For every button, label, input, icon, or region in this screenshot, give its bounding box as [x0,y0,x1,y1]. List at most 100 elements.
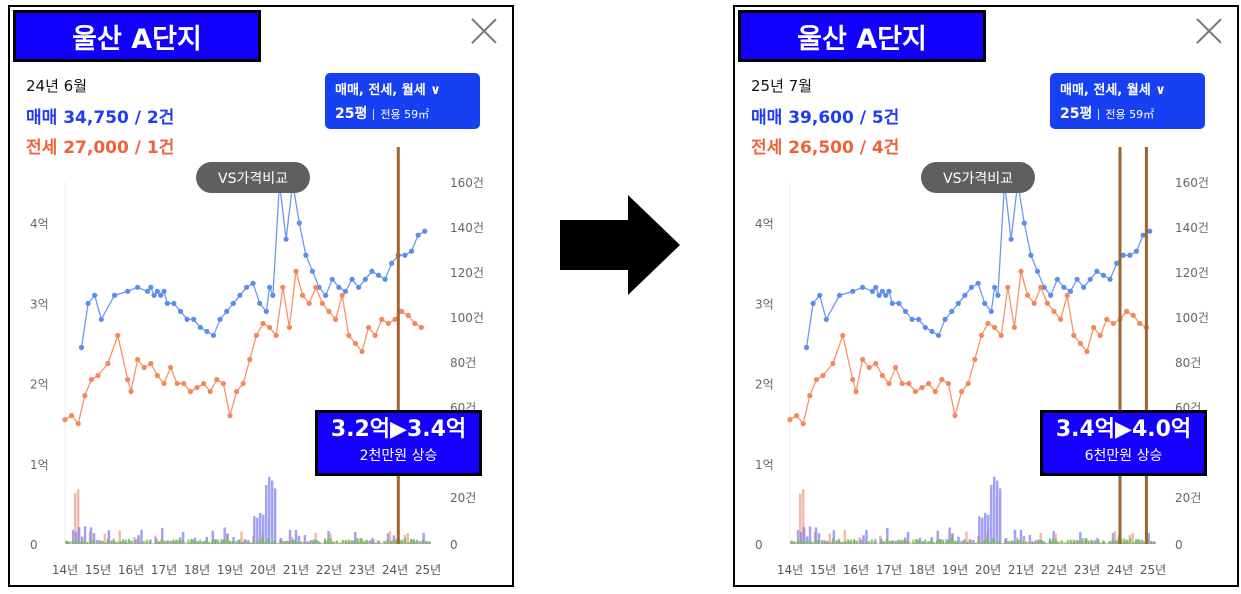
x-tick-label: 15년 [85,563,111,577]
volume-bar-rent [65,541,68,544]
volume-bar-rent [1031,543,1034,544]
x-tick-label: 16년 [843,563,869,577]
data-point [866,364,872,371]
volume-bar-rent [252,540,255,544]
data-point [339,292,345,298]
price-change-callout: 3.2억▶3.4억 2천만원 상승 [315,410,482,476]
volume-bar-sale [264,484,268,544]
volume-bar-rent [288,541,291,544]
data-point [909,316,915,323]
volume-bar-rent [270,542,273,544]
volume-bar-sale [862,535,865,544]
volume-bar-sale [297,535,301,544]
volume-bar-rent [196,541,199,544]
data-point [787,417,793,423]
data-point [1120,252,1126,258]
volume-bar-rent [359,538,362,544]
trade-type-filter: 매매, 전세, 월세 ∨ [335,83,441,98]
data-point [240,380,246,387]
data-point [313,284,319,290]
volume-bar-rent [312,541,315,544]
size-filter: 25평 [335,106,368,122]
data-point [800,421,806,427]
data-point [803,344,810,351]
volume-bar-rent [838,539,841,544]
volume-bar-rent [338,543,341,544]
data-point [267,324,273,331]
volume-bar-jeonse [965,531,968,544]
volume-bar-sale [351,540,354,544]
y-tick-label-right: 100건 [1175,311,1209,325]
volume-bar-sale [149,539,152,544]
data-point [959,388,965,395]
data-point [873,284,879,290]
volume-bar-rent [124,539,128,544]
data-point [1124,308,1130,314]
volume-bar-rent [216,539,220,544]
x-tick-label: 21년 [283,563,309,577]
trade-filter-button[interactable]: 매매, 전세, 월세 ∨ 25평 전용 59㎡ [1050,73,1205,129]
data-point [1104,316,1110,323]
data-point [405,312,411,318]
volume-bar-sale [74,531,78,544]
volume-bar-rent [71,541,74,544]
volume-bar-rent [915,539,918,544]
volume-bar-rent [840,541,844,544]
data-point [916,316,922,323]
data-point [418,324,424,331]
data-point [402,252,408,258]
volume-bar-rent [282,540,285,544]
volume-bar-rent [335,540,338,544]
volume-bar-sale [155,538,158,544]
volume-bar-rent [300,542,303,544]
volume-bar-rent [258,539,261,544]
volume-bar-rent [921,541,924,544]
volume-bar-rent [995,542,998,544]
data-point [280,284,286,290]
trade-filter-button[interactable]: 매매, 전세, 월세 ∨ 25평 전용 59㎡ [325,73,480,129]
x-tick-label: 25년 [415,563,441,577]
volume-bar-jeonse [76,489,80,544]
volume-bar-jeonse [1131,532,1135,544]
data-point [214,376,220,383]
data-point [125,288,131,294]
volume-bar-sale [223,527,226,544]
compare-price-button[interactable]: VS가격비교 [196,162,310,193]
data-point [830,360,836,367]
data-point [224,308,230,314]
data-point [243,284,250,290]
y-tick-label-left: 4억 [30,217,49,231]
volume-bar-jeonse [388,531,392,544]
volume-bar-rent [814,541,817,544]
volume-bar-jeonse [1063,542,1066,544]
compare-price-button[interactable]: VS가격비교 [921,162,1035,193]
volume-bar-jeonse [406,532,410,544]
data-point [1021,220,1027,226]
volume-bar-rent [261,538,264,544]
volume-bar-rent [1004,543,1007,544]
volume-bar-rent [962,541,965,544]
volume-bar-sale [161,527,164,544]
data-point [922,324,928,331]
volume-bar-rent [918,540,921,544]
volume-bar-sale [981,517,984,544]
volume-bar-rent [936,540,939,544]
data-point [415,232,421,238]
data-point [184,316,190,323]
data-point [992,284,998,290]
y-tick-label-right: 160건 [450,176,484,190]
volume-bar-rent [356,538,359,544]
volume-bar-rent [323,538,327,544]
volume-bar-rent [350,542,353,544]
data-point [939,376,945,383]
volume-bar-rent [163,541,166,544]
volume-bar-sale [288,529,292,544]
volume-bar-rent [362,540,365,544]
data-point [982,300,988,306]
volume-bar-jeonse [1054,533,1057,544]
volume-bar-rent [974,542,977,544]
volume-bar-sale [1004,538,1008,544]
volume-bar-rent [377,541,380,544]
data-point [919,384,925,391]
data-point [366,324,372,331]
